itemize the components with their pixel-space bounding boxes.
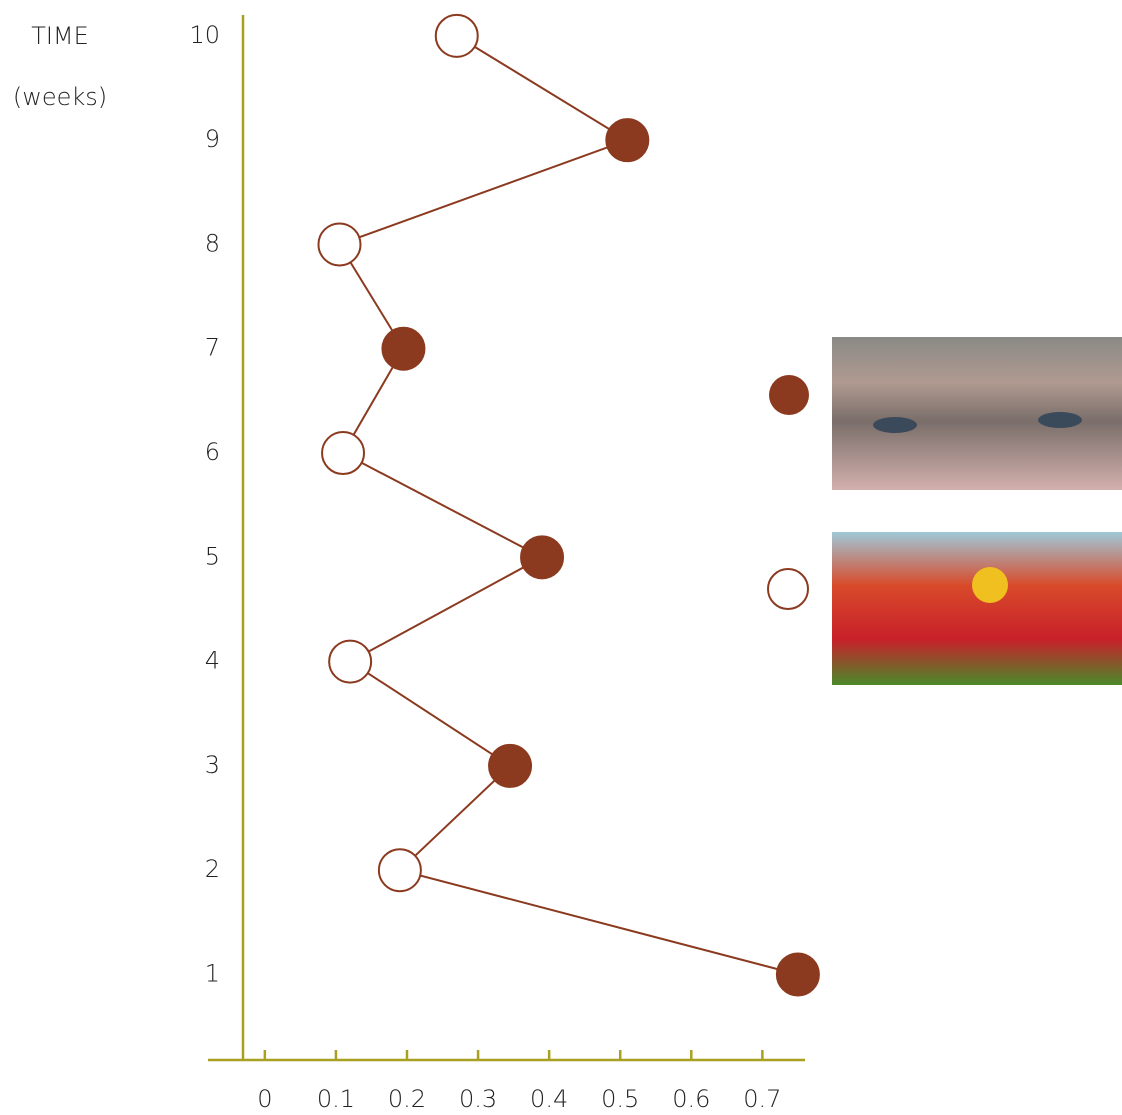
x-tick-label: 0	[257, 1085, 272, 1113]
line	[339, 36, 797, 975]
point	[606, 119, 648, 161]
y-tick-label: 7	[205, 334, 220, 362]
point	[329, 641, 371, 683]
y-tick-label: 6	[205, 438, 220, 466]
y-tick-label: 1	[205, 959, 220, 987]
y-tick-label: 4	[205, 647, 220, 675]
y-tick-label: 5	[205, 542, 220, 570]
page: TIME (weeks) 0 0.1 0.2 0.3 0.4 0.5 0.6 0.7 1 2 3 4 5…	[0, 0, 1122, 1115]
legend-image	[832, 532, 1122, 685]
point	[489, 745, 531, 787]
legend-image	[1038, 412, 1082, 428]
point	[382, 328, 424, 370]
point	[436, 15, 478, 57]
point	[379, 849, 421, 891]
y-tick-label: 8	[205, 229, 220, 257]
x-tick-label: 0.2	[388, 1085, 426, 1113]
legend-image	[873, 417, 917, 433]
point	[318, 223, 360, 265]
x-tick-label: 0.3	[459, 1085, 497, 1113]
legend-image	[832, 337, 1122, 490]
y-tick-label: 9	[205, 125, 220, 153]
legend-image	[972, 567, 1008, 603]
y-tick-label: 3	[205, 751, 220, 779]
x-tick-label: 0.7	[743, 1085, 781, 1113]
point	[322, 432, 364, 474]
y-axis-label: (weeks)	[13, 83, 107, 111]
x-tick-label: 0.6	[672, 1085, 710, 1113]
point	[521, 536, 563, 578]
chart: TIME (weeks) 0 0.1 0.2 0.3 0.4 0.5 0.6 0.7 1 2 3 4 5…	[0, 0, 1122, 1115]
x-tick-label: 0.1	[317, 1085, 355, 1113]
x-tick-label: 0.4	[530, 1085, 568, 1113]
y-tick-label: 10	[189, 21, 220, 49]
legend-marker	[768, 569, 808, 609]
x-tick-label: 0.5	[601, 1085, 639, 1113]
y-tick-label: 2	[205, 855, 220, 883]
legend-marker	[769, 375, 809, 415]
legend	[768, 337, 1122, 685]
point	[777, 953, 819, 995]
y-axis-label: TIME	[31, 22, 89, 50]
